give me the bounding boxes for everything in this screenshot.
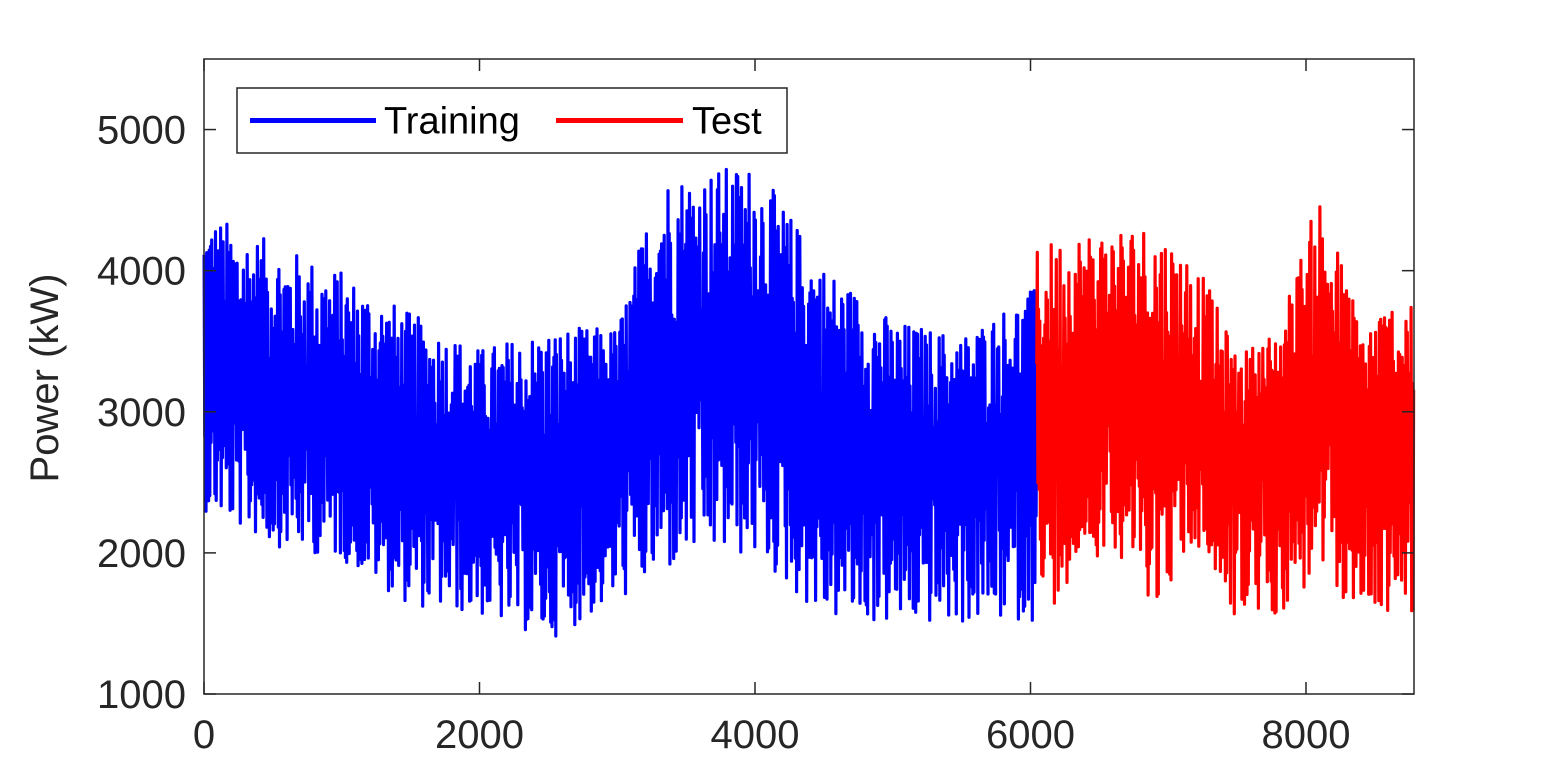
- y-tick-label: 5000: [97, 109, 186, 153]
- ticks-layer: 0 2000 4000 6000 8000 1000 2000 3000 4000 5000: [97, 59, 1414, 757]
- y-tick-label: 1000: [97, 673, 186, 717]
- series-layer: [202, 167, 1416, 638]
- x-tick-label: 2000: [435, 713, 524, 757]
- series-line-test: [1035, 205, 1416, 616]
- y-axis-label: Power (kW): [23, 274, 67, 483]
- y-tick-label: 3000: [97, 391, 186, 435]
- x-tick-label: 0: [193, 713, 215, 757]
- y-tick-label: 4000: [97, 250, 186, 294]
- x-tick-label: 6000: [986, 713, 1075, 757]
- legend-label-training: Training: [384, 101, 520, 143]
- x-tick-label: 8000: [1262, 713, 1351, 757]
- y-tick-label: 2000: [97, 532, 186, 576]
- legend-label-test: Test: [692, 101, 762, 143]
- axes-layer: [203, 58, 1415, 695]
- x-tick-label: 4000: [711, 713, 800, 757]
- series-line-training: [202, 167, 1039, 638]
- axes-box: [203, 58, 1415, 695]
- legend: Training Test: [236, 87, 788, 154]
